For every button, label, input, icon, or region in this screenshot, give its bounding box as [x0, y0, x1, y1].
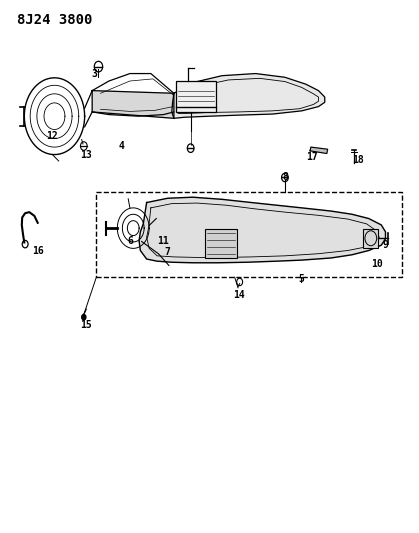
Text: 17: 17	[306, 152, 318, 162]
Text: 13: 13	[80, 150, 92, 159]
Text: 6: 6	[127, 236, 133, 246]
Text: 11: 11	[158, 236, 169, 246]
Text: 4: 4	[119, 141, 124, 151]
Circle shape	[82, 314, 86, 320]
Bar	[96, 192, 402, 277]
Text: 1: 1	[188, 82, 194, 91]
Text: 2: 2	[211, 102, 217, 111]
Text: 12: 12	[47, 131, 58, 141]
Text: 8: 8	[282, 173, 288, 182]
Polygon shape	[92, 91, 174, 118]
Text: 14: 14	[233, 290, 245, 300]
Text: 5: 5	[299, 274, 305, 284]
Polygon shape	[310, 147, 328, 154]
Text: 18: 18	[352, 155, 364, 165]
Bar	[205, 229, 237, 258]
Text: 9: 9	[383, 240, 388, 250]
Text: 16: 16	[32, 246, 44, 255]
Text: 3: 3	[91, 69, 97, 78]
Text: 10: 10	[371, 259, 383, 269]
Polygon shape	[172, 74, 325, 118]
Bar	[363, 229, 378, 248]
Text: 8J24 3800: 8J24 3800	[17, 13, 92, 27]
Bar	[176, 81, 216, 112]
Polygon shape	[139, 197, 385, 263]
Text: 15: 15	[80, 320, 92, 330]
Text: 7: 7	[165, 247, 171, 256]
